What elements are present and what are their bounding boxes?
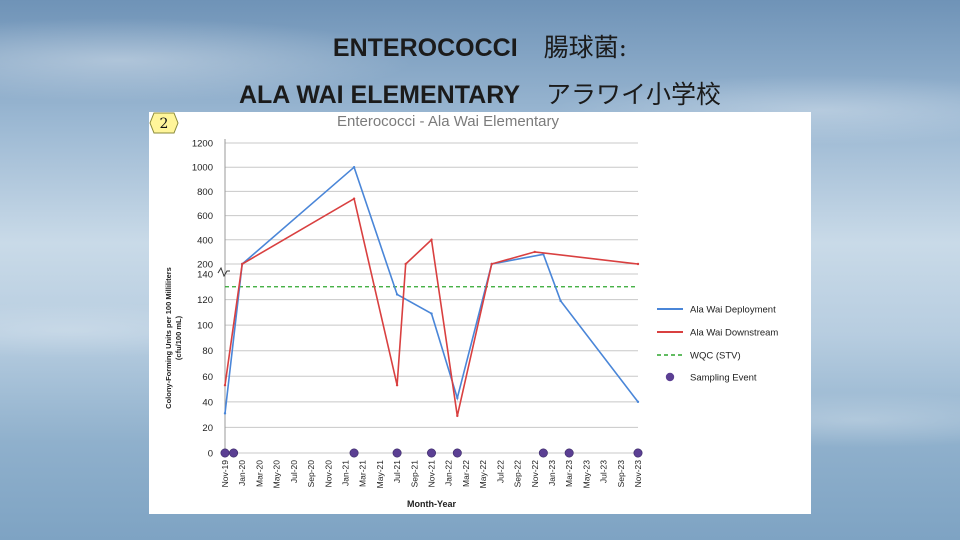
ala-wai-downstream-point-2 (352, 197, 356, 200)
legend-label-ala-wai-downstream: Ala Wai Downstream (690, 328, 778, 339)
ala-wai-deployment-line (224, 165, 639, 414)
sampling-event-marker-1 (229, 448, 239, 458)
x-tick-label-mar-23: Mar-23 (564, 460, 574, 487)
y-tick-label-120: 120 (197, 295, 213, 306)
y-tick-label-600: 600 (197, 211, 213, 222)
badge-shape (149, 112, 179, 134)
enterococci-line-chart: Enterococci - Ala Wai Elementary 0 20 40 60 8… (164, 113, 778, 509)
x-tick-label-jan-22: Jan-22 (444, 460, 454, 486)
chart-panel: Enterococci - Ala Wai Elementary 0 20 40 60 8… (149, 112, 811, 514)
y-axis-break-marker (217, 266, 230, 278)
ala-wai-deployment-point-8 (559, 299, 562, 303)
x-tick-label-jan-23: Jan-23 (547, 460, 557, 486)
slide-title-japanese: 腸球菌: (543, 33, 628, 62)
x-tick-label-jul-20: Jul-20 (289, 460, 299, 483)
x-tick-label-nov-22: Nov-22 (530, 460, 540, 488)
chart-number-badge: 2 (149, 112, 179, 134)
y-tick-label-20: 20 (202, 423, 213, 434)
ala-wai-downstream-line (224, 197, 639, 417)
slide-title-english: ENTEROCOCCI (332, 34, 518, 62)
ala-wai-downstream-point-3 (395, 384, 399, 387)
ala-wai-deployment-point-4 (430, 312, 433, 315)
x-tick-label-jul-21: Jul-21 (392, 460, 402, 483)
x-tick-label-mar-22: Mar-22 (461, 460, 471, 487)
x-tick-label-may-22: May-22 (478, 460, 488, 489)
sampling-event-marker-8 (633, 448, 643, 458)
ala-wai-deployment-point-0 (223, 412, 227, 415)
y-axis-title-line2: (cfu/100 mL) (174, 315, 183, 360)
legend-swatch-sampling-event (665, 372, 675, 382)
sampling-event-marker-7 (564, 448, 574, 458)
ala-wai-downstream-point-6 (456, 414, 459, 418)
legend-label-wqc-stv: WQC (STV) (690, 351, 741, 362)
y-tick-label-140: 140 (197, 270, 213, 281)
x-tick-label-nov-19: Nov-19 (220, 460, 230, 488)
x-tick-label-nov-23: Nov-23 (633, 460, 643, 488)
ala-wai-downstream-point-1 (241, 262, 244, 266)
badge-number: 2 (160, 116, 169, 132)
x-tick-label-jan-21: Jan-21 (340, 460, 350, 486)
sampling-event-marker-5 (452, 448, 462, 458)
y-tick-label-200: 200 (197, 260, 213, 271)
sampling-event-marker-0 (220, 448, 230, 458)
legend-label-sampling-event: Sampling Event (690, 373, 757, 384)
x-tick-label-mar-20: Mar-20 (254, 460, 264, 487)
x-tick-label-sep-22: Sep-22 (513, 460, 523, 488)
x-tick-label-nov-20: Nov-20 (323, 460, 333, 488)
sampling-event-marker-2 (349, 448, 359, 458)
y-tick-label-0: 0 (208, 449, 213, 460)
x-tick-label-sep-20: Sep-20 (306, 460, 316, 488)
ala-wai-deployment-point-9 (636, 400, 640, 404)
y-tick-label-80: 80 (202, 346, 213, 357)
y-tick-label-400: 400 (197, 235, 213, 246)
sampling-event-marker-4 (426, 448, 436, 458)
ala-wai-downstream-point-0 (223, 384, 227, 387)
ala-wai-downstream-point-5 (430, 238, 433, 241)
legend-label-ala-wai-deployment: Ala Wai Deployment (690, 305, 776, 316)
ala-wai-downstream-point-8 (533, 250, 536, 254)
ala-wai-downstream-point-9 (636, 262, 640, 266)
x-tick-label-sep-23: Sep-23 (616, 460, 626, 488)
x-axis-title: Month-Year (407, 499, 457, 509)
slide-subtitle: ALA WAI ELEMENTARY アラワイ小学校 (0, 75, 960, 111)
x-tick-label-may-20: May-20 (272, 460, 282, 489)
sampling-event-marker-3 (392, 448, 402, 458)
y-tick-label-100: 100 (197, 321, 213, 332)
slide-title: ENTEROCOCCI 腸球菌: (0, 28, 960, 64)
x-tick-label-sep-21: Sep-21 (409, 460, 419, 488)
ala-wai-downstream-point-7 (490, 262, 493, 266)
y-axis-title-line1: Colony-Forming Units per 100 Milliliters (164, 267, 173, 409)
ala-wai-deployment-point-3 (395, 293, 399, 296)
sampling-event-marker-6 (538, 448, 548, 458)
x-tick-label-jul-22: Jul-22 (495, 460, 505, 483)
y-tick-label-1000: 1000 (192, 163, 213, 174)
x-tick-label-may-21: May-21 (375, 460, 385, 489)
slide-subtitle-english: ALA WAI ELEMENTARY (238, 81, 520, 109)
slide-subtitle-japanese: アラワイ小学校 (546, 80, 722, 109)
x-tick-label-mar-21: Mar-21 (358, 460, 368, 487)
y-tick-label-800: 800 (197, 187, 213, 198)
y-tick-label-60: 60 (202, 372, 213, 383)
x-tick-label-nov-21: Nov-21 (427, 460, 437, 488)
y-tick-label-1200: 1200 (192, 139, 213, 150)
ala-wai-deployment-point-2 (352, 166, 356, 169)
x-tick-label-jan-20: Jan-20 (237, 460, 247, 486)
ala-wai-downstream-point-4 (404, 262, 407, 266)
ala-wai-deployment-point-5 (456, 396, 459, 400)
x-tick-label-may-23: May-23 (581, 460, 591, 489)
chart-title: Enterococci - Ala Wai Elementary (337, 113, 560, 130)
y-tick-label-40: 40 (202, 397, 213, 408)
x-tick-label-jul-23: Jul-23 (599, 460, 609, 483)
